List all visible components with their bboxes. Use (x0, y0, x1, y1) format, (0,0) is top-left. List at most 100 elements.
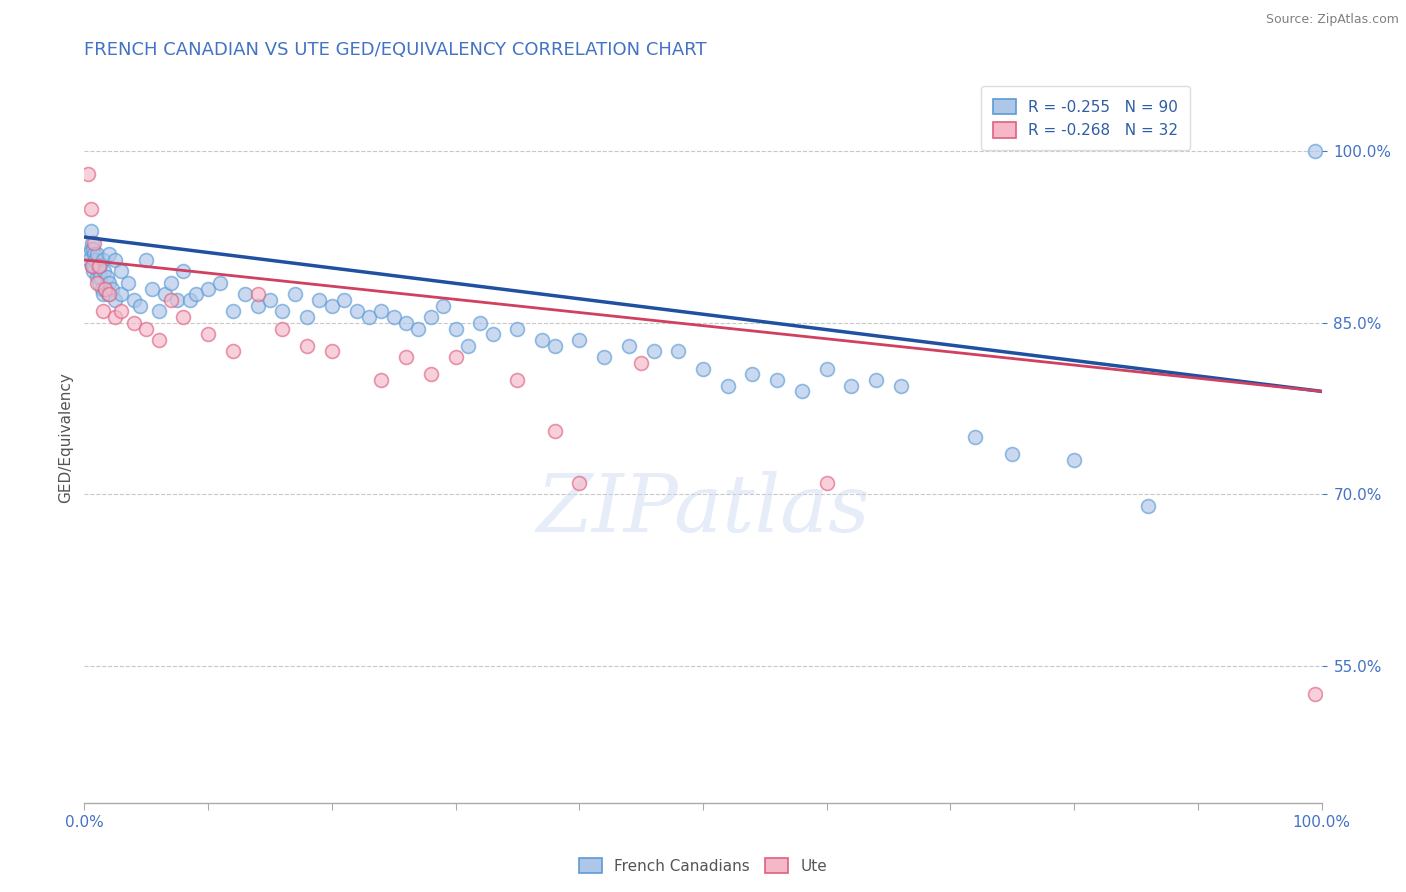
Point (1063, 453, 1085, 467)
Point (692, 361, 714, 376)
Point (93, 264, 115, 278)
Point (86, 247, 108, 261)
Point (135, 321, 157, 335)
Point (470, 316, 492, 330)
Point (965, 430, 987, 444)
Point (568, 333, 591, 347)
Point (160, 293, 183, 307)
Point (77, 247, 100, 261)
Point (141, 281, 163, 295)
Point (209, 276, 232, 290)
Point (184, 287, 207, 301)
Point (87, 259, 110, 273)
Point (91, 252, 114, 267)
Point (593, 350, 616, 364)
Point (444, 321, 467, 335)
Point (865, 373, 887, 387)
Point (104, 252, 127, 267)
Point (395, 350, 418, 364)
Point (271, 321, 294, 335)
Point (80, 235, 103, 250)
Point (86, 270, 108, 285)
Point (568, 475, 591, 490)
Point (80, 259, 103, 273)
Point (382, 310, 405, 324)
Point (117, 276, 139, 290)
Point (122, 316, 145, 330)
Point (197, 281, 219, 295)
Point (79, 202, 101, 216)
Point (666, 344, 689, 359)
Point (890, 378, 912, 392)
Point (104, 310, 127, 324)
Text: FRENCH CANADIAN VS UTE GED/EQUIVALENCY CORRELATION CHART: FRENCH CANADIAN VS UTE GED/EQUIVALENCY C… (84, 41, 707, 59)
Point (83, 235, 105, 250)
Point (79, 224, 101, 238)
Point (148, 304, 170, 318)
Point (82, 264, 104, 278)
Point (77, 167, 100, 181)
Point (457, 339, 479, 353)
Point (98, 287, 121, 301)
Point (110, 264, 132, 278)
Text: Source: ZipAtlas.com: Source: ZipAtlas.com (1265, 13, 1399, 27)
Point (370, 373, 392, 387)
Point (444, 350, 467, 364)
Point (110, 304, 132, 318)
Point (741, 368, 763, 382)
Point (160, 276, 183, 290)
Point (543, 425, 565, 439)
Point (104, 293, 127, 307)
Point (506, 321, 529, 335)
Point (100, 281, 122, 295)
Point (89, 270, 111, 285)
Point (83, 259, 105, 273)
Point (246, 287, 269, 301)
Point (1305, 687, 1327, 701)
Point (94, 281, 117, 295)
Point (222, 304, 245, 318)
Point (246, 299, 269, 313)
Point (83, 247, 105, 261)
Point (766, 373, 789, 387)
Point (98, 276, 121, 290)
Point (617, 339, 640, 353)
Point (79, 242, 101, 256)
Point (432, 299, 454, 313)
Point (295, 310, 318, 324)
Point (89, 276, 111, 290)
Point (481, 327, 503, 342)
Point (110, 287, 132, 301)
Point (172, 310, 194, 324)
Point (79, 252, 101, 267)
Point (172, 264, 194, 278)
Point (89, 259, 111, 273)
Point (543, 339, 565, 353)
Point (91, 304, 114, 318)
Point (80, 259, 103, 273)
Point (1305, 145, 1327, 159)
Point (91, 287, 114, 301)
Point (86, 276, 108, 290)
Point (122, 293, 145, 307)
Point (346, 304, 368, 318)
Text: ZIPatlas: ZIPatlas (536, 472, 870, 549)
Point (97, 287, 120, 301)
Point (531, 333, 554, 347)
Point (321, 299, 343, 313)
Legend: French Canadians, Ute: French Canadians, Ute (572, 852, 834, 880)
Point (94, 281, 117, 295)
Point (96, 270, 118, 285)
Point (790, 384, 813, 399)
Point (1137, 499, 1160, 513)
Point (98, 247, 121, 261)
Point (395, 316, 418, 330)
Point (284, 287, 307, 301)
Point (84, 252, 107, 267)
Point (357, 310, 380, 324)
Point (333, 293, 356, 307)
Point (717, 378, 740, 392)
Point (408, 321, 430, 335)
Point (321, 344, 343, 359)
Point (841, 378, 863, 392)
